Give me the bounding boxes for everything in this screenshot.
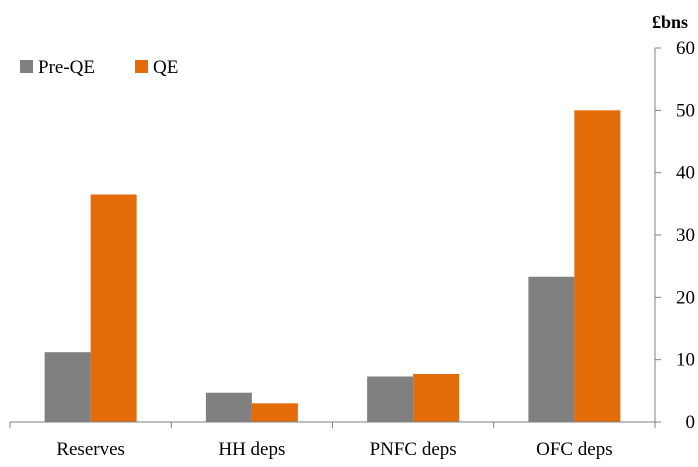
bar-qe-ofc-deps — [574, 110, 620, 422]
bars-layer — [45, 110, 621, 422]
y-axis-unit-label: £bns — [652, 12, 688, 32]
y-tick-label: 20 — [676, 287, 695, 308]
x-category-label: HH deps — [218, 439, 285, 460]
legend-swatch — [20, 60, 33, 73]
bar-pre-qe-hh-deps — [206, 393, 252, 422]
legend-label: Pre-QE — [38, 57, 95, 78]
legend-label: QE — [153, 57, 178, 78]
bar-qe-hh-deps — [252, 403, 298, 422]
x-category-label: Reserves — [56, 439, 125, 460]
bar-pre-qe-reserves — [45, 352, 91, 422]
y-tick-label: 60 — [676, 38, 695, 59]
legend: Pre-QE QE — [20, 57, 178, 78]
x-category-label: OFC deps — [536, 439, 613, 460]
bar-qe-pnfc-deps — [413, 374, 459, 422]
legend-swatch — [135, 60, 148, 73]
y-tick-label: 40 — [676, 163, 695, 184]
y-tick-label: 0 — [686, 412, 696, 433]
y-tick-label: 10 — [676, 350, 695, 371]
bar-pre-qe-ofc-deps — [528, 277, 574, 422]
bar-pre-qe-pnfc-deps — [367, 376, 413, 422]
x-category-label: PNFC deps — [370, 439, 457, 460]
y-tick-label: 50 — [676, 100, 695, 121]
bar-qe-reserves — [91, 194, 137, 422]
y-tick-label: 30 — [676, 225, 695, 246]
